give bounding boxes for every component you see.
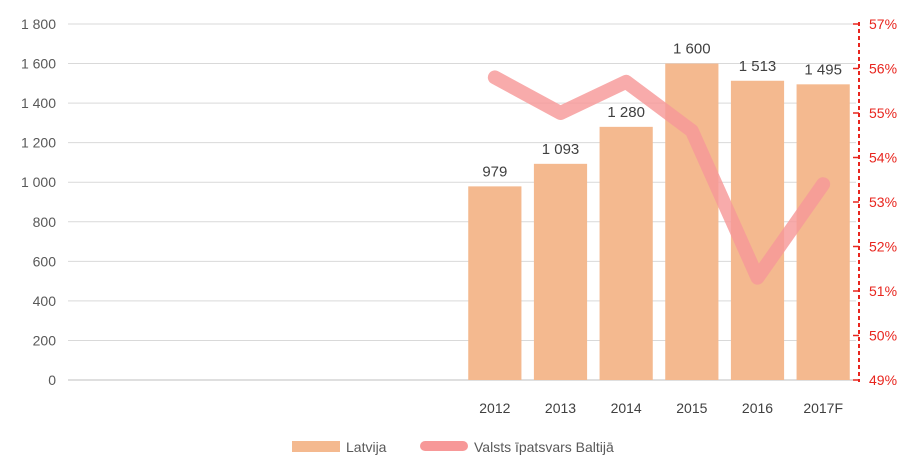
right-tick-label: 53% [869,194,897,210]
x-tick-label: 2012 [479,400,510,416]
left-tick-label: 1 600 [21,56,56,72]
gridlines [68,23,856,381]
bar [468,186,522,380]
legend: Latvija Valsts īpatsvars Baltijā [292,439,614,455]
right-tick-label: 57% [869,16,897,32]
right-tick-label: 54% [869,150,897,166]
bar-data-labels: 979 1 093 1 280 1 600 1 513 1 495 [482,41,842,181]
bar-series-latvija [468,63,850,381]
left-tick-label: 400 [33,293,57,309]
legend-swatch-share [420,441,468,451]
left-tick-label: 1 400 [21,95,56,111]
bar [599,126,653,380]
right-tick-label: 56% [869,61,897,77]
right-tick-label: 49% [869,372,897,388]
legend-swatch-latvija [292,441,340,452]
bar-data-label: 1 093 [542,141,580,158]
legend-label-share: Valsts īpatsvars Baltijā [474,439,614,455]
left-tick-label: 200 [33,332,57,348]
legend-label-latvija: Latvija [346,439,387,455]
left-tick-label: 600 [33,253,57,269]
bar-data-label: 1 600 [673,41,711,58]
x-axis: 2012 2013 2014 2015 2016 2017F [479,400,843,416]
right-y-axis: 49% 50% 51% 52% 53% 54% 55% 56% 57% [853,16,897,388]
bar [796,84,850,381]
x-tick-label: 2016 [742,400,773,416]
x-tick-label: 2013 [545,400,576,416]
left-y-axis: 0 200 400 600 800 1 000 1 200 1 400 1 600 1 800 [21,16,56,388]
share-line [487,70,831,285]
x-tick-label: 2017F [803,400,843,416]
line-series-share [487,70,831,285]
x-tick-label: 2014 [611,400,642,416]
bar [533,163,588,380]
right-tick-label: 51% [869,283,897,299]
left-tick-label: 1 800 [21,16,56,32]
right-tick-label: 52% [869,239,897,255]
left-tick-label: 0 [48,372,56,388]
bar-data-label: 1 513 [739,58,777,75]
bar-data-label: 979 [482,163,507,180]
bar-data-label: 1 495 [804,61,842,78]
right-tick-label: 55% [869,105,897,121]
left-tick-label: 800 [33,214,57,230]
right-tick-label: 50% [869,328,897,344]
left-tick-label: 1 000 [21,174,56,190]
left-tick-label: 1 200 [21,135,56,151]
bar-data-label: 1 280 [607,104,645,121]
x-tick-label: 2015 [676,400,707,416]
